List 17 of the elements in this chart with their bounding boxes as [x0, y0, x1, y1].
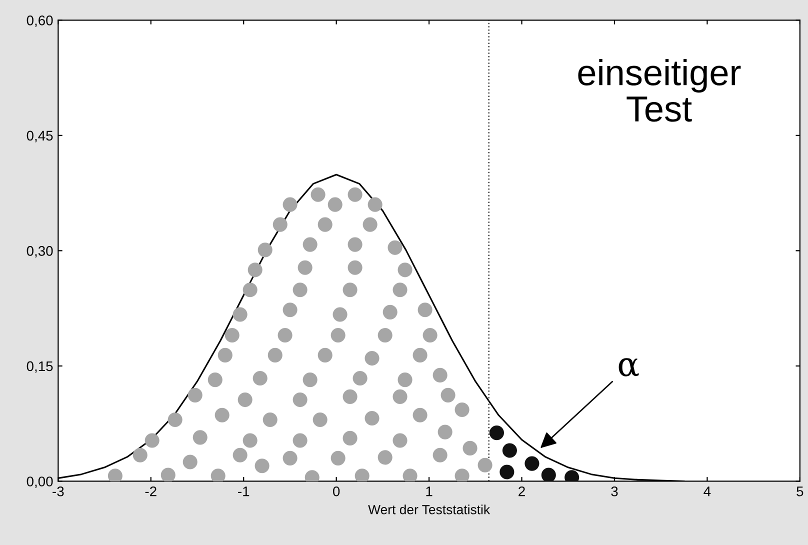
- x-tick-label: 4: [704, 486, 711, 496]
- x-tick-label: 2: [518, 486, 525, 496]
- x-tick-label: -3: [52, 486, 64, 496]
- annotation: α: [618, 358, 639, 376]
- y-tick-label: 0,30: [26, 246, 53, 258]
- x-tick-label: 0: [333, 486, 340, 496]
- x-tick-label: 5: [796, 486, 804, 496]
- x-tick-label: -2: [145, 486, 156, 496]
- y-tick-label: 0,15: [26, 361, 53, 373]
- y-tick-label: 0,45: [26, 130, 53, 142]
- x-tick-label: 1: [426, 486, 432, 496]
- y-tick-label: 0,00: [26, 476, 53, 488]
- x-tick-label: 3: [611, 486, 618, 496]
- y-tick-label: 0,60: [26, 16, 53, 27]
- annotation: einseitiger Test: [578, 58, 741, 122]
- x-tick-label: -1: [238, 486, 250, 496]
- x-axis-title: Wert der Teststatistik: [368, 504, 490, 514]
